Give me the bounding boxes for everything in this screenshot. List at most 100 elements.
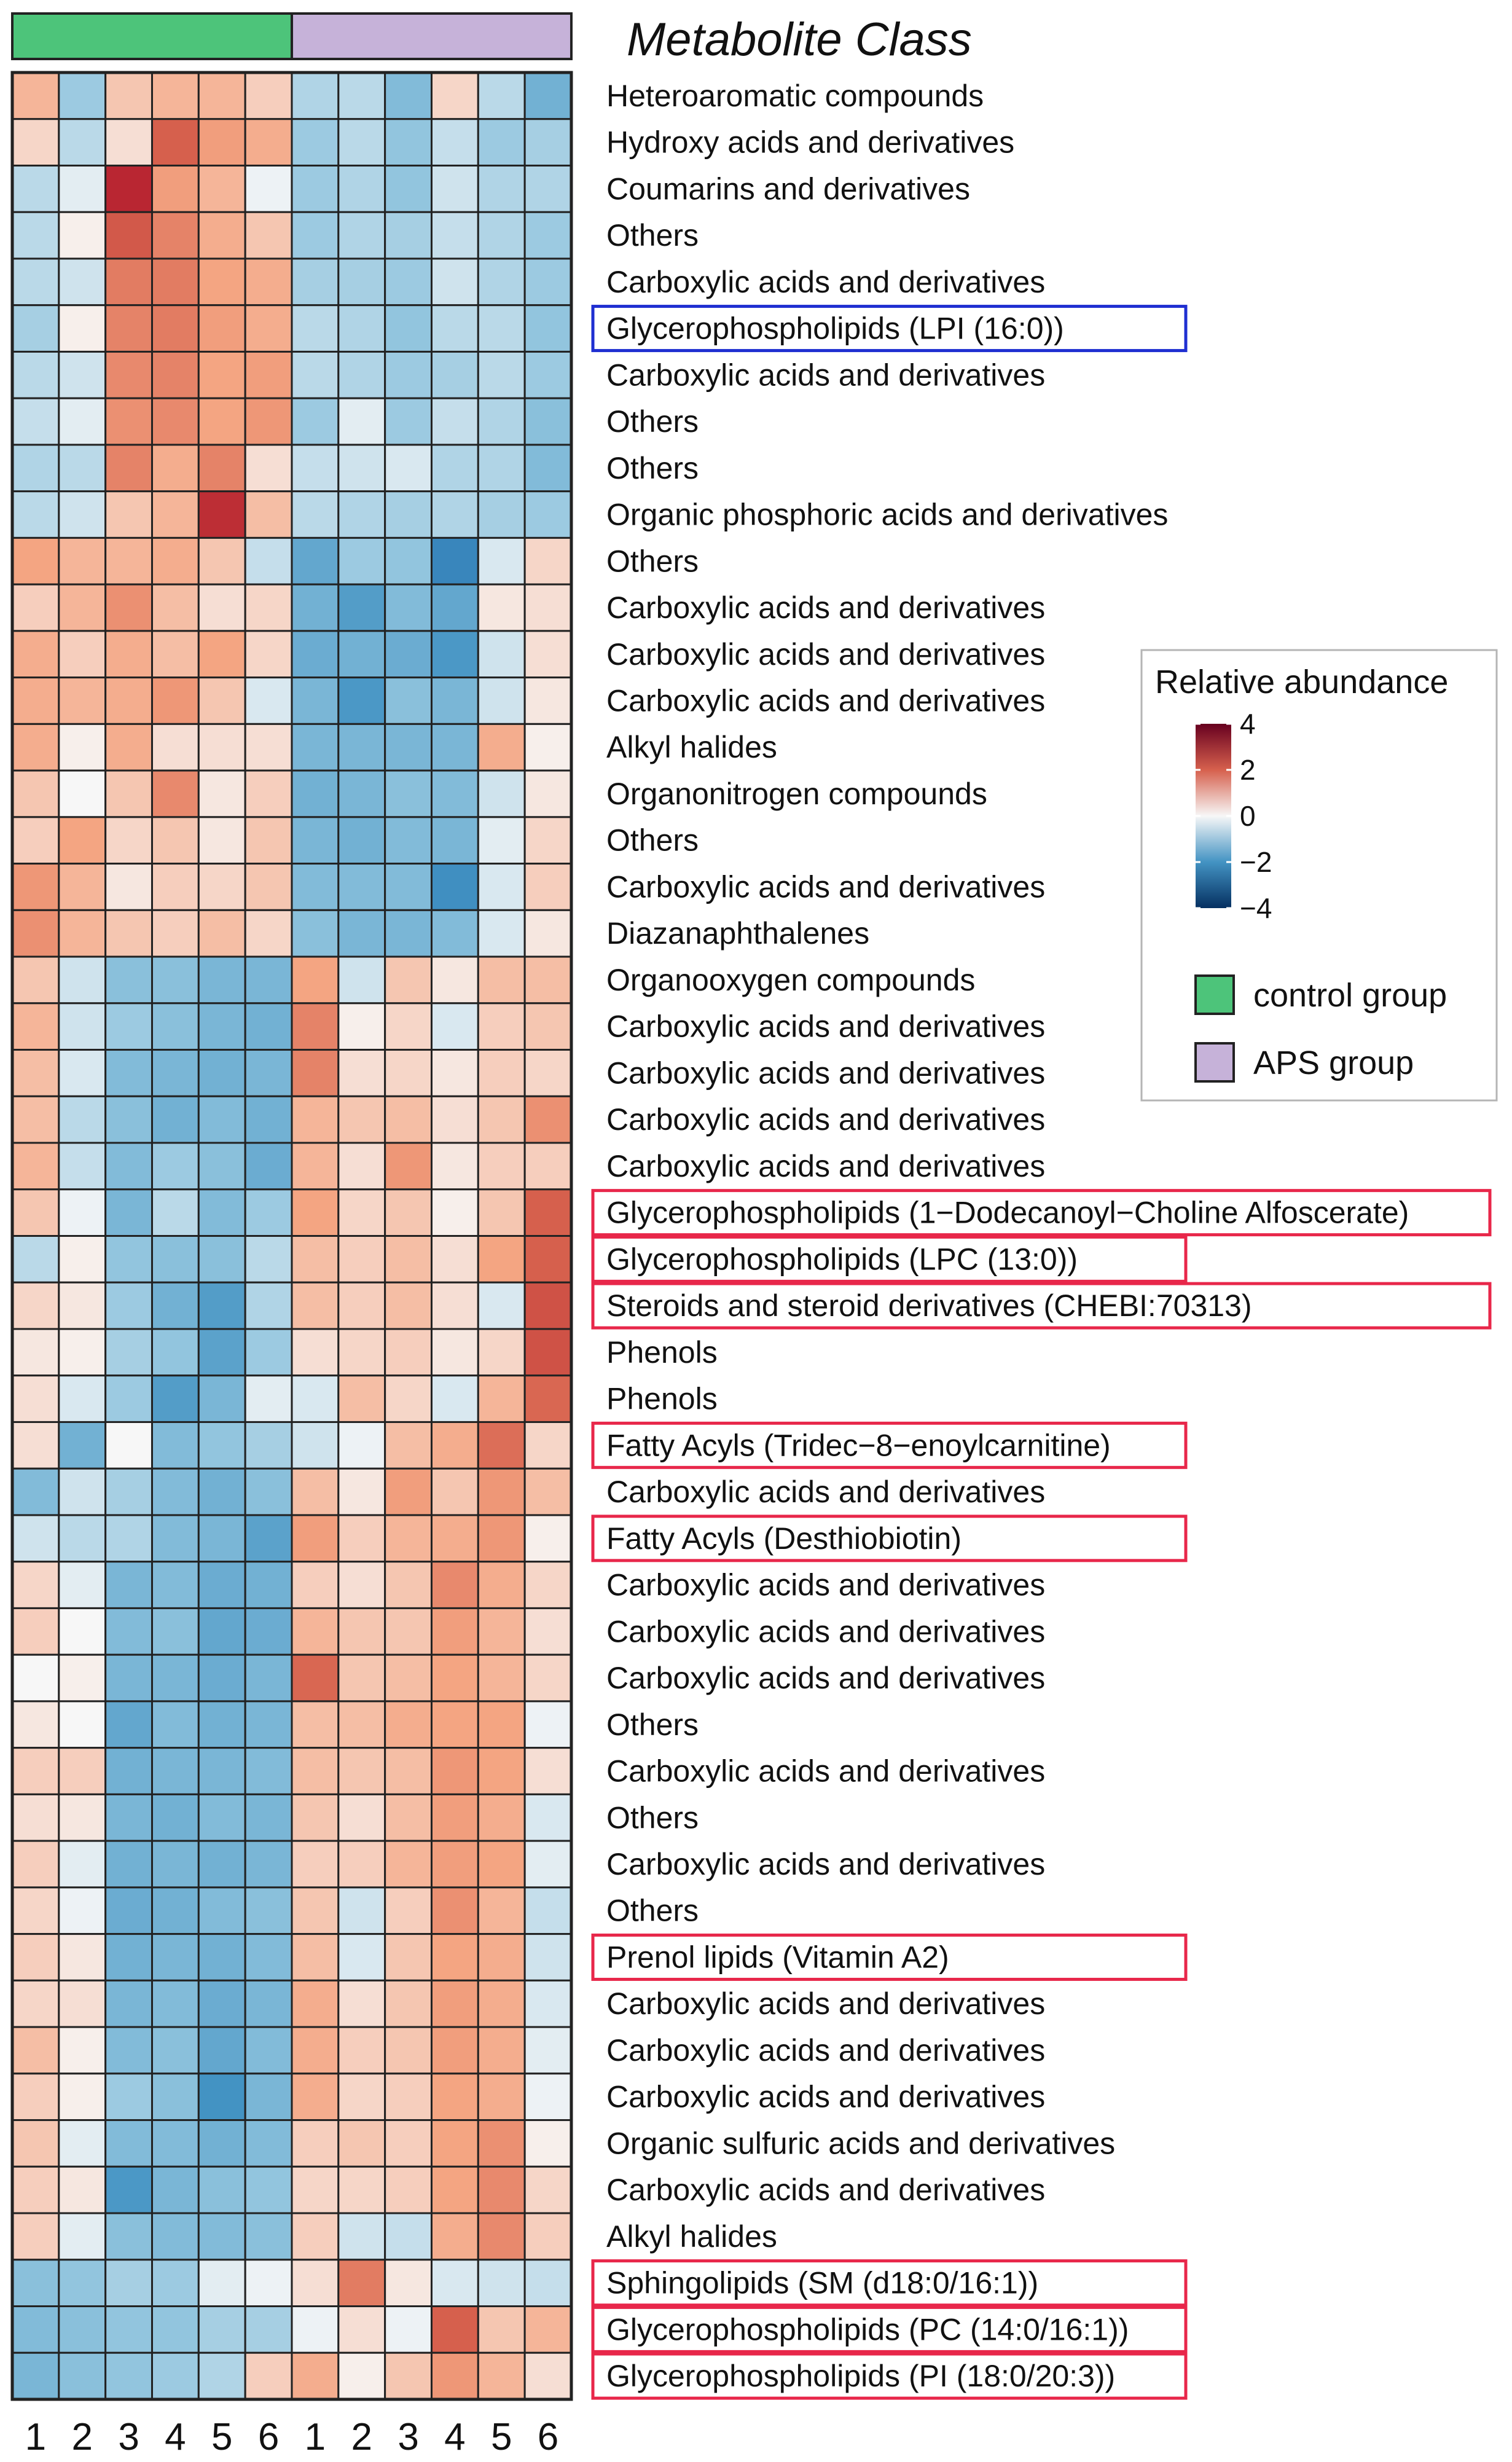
heatmap-cell <box>197 2259 246 2308</box>
row-label: Fatty Acyls (Desthiobiotin) <box>606 1521 962 1556</box>
heatmap-cell <box>337 1142 386 1191</box>
heatmap-cell <box>197 490 246 539</box>
heatmap-cell <box>337 2165 386 2214</box>
heatmap-cell <box>477 1002 526 1051</box>
heatmap-cell <box>11 1700 60 1749</box>
heatmap-cell <box>523 1793 573 1842</box>
heatmap-cell <box>384 1514 433 1563</box>
heatmap-cell <box>523 676 573 725</box>
row-label: Carboxylic acids and derivatives <box>606 869 1045 904</box>
heatmap-cell <box>523 1979 573 2028</box>
row-label: Prenol lipids (Vitamin A2) <box>606 1940 949 1974</box>
group-bar-aps <box>290 12 573 60</box>
heatmap-cell <box>337 630 386 679</box>
heatmap-cell <box>197 1607 246 1656</box>
row-label: Others <box>606 1894 699 1928</box>
heatmap-cell <box>104 2212 153 2261</box>
heatmap-cell <box>197 1095 246 1144</box>
heatmap-cell <box>430 1142 479 1191</box>
heatmap-cell <box>11 2305 60 2354</box>
heatmap-cell <box>197 1235 246 1284</box>
heatmap-cell <box>151 164 200 213</box>
heatmap-cell <box>337 863 386 911</box>
heatmap-cell <box>151 2259 200 2308</box>
heatmap-cell <box>430 816 479 865</box>
row-label: Glycerophospholipids (PC (14:0/16:1)) <box>606 2312 1129 2346</box>
heatmap-cell <box>430 1840 479 1889</box>
heatmap-cell <box>58 2072 107 2122</box>
heatmap-cell <box>291 1840 340 1889</box>
heatmap-cell <box>523 1235 573 1284</box>
heatmap-cell <box>477 630 526 679</box>
heatmap-cell <box>58 723 107 772</box>
heatmap-cell <box>11 2351 60 2401</box>
heatmap-cell <box>104 1561 153 1609</box>
heatmap-cell <box>523 350 573 399</box>
heatmap-cell <box>11 2072 60 2122</box>
heatmap-cell <box>244 2259 293 2308</box>
heatmap-cell <box>523 490 573 539</box>
heatmap-cell <box>291 1653 340 1703</box>
heatmap-cell <box>523 2212 573 2261</box>
heatmap-cell <box>523 2305 573 2354</box>
heatmap-cell <box>11 2212 60 2261</box>
heatmap-cell <box>58 211 107 260</box>
heatmap-cell <box>104 1933 153 1982</box>
heatmap-cell <box>384 1979 433 2028</box>
heatmap-cell <box>197 816 246 865</box>
heatmap-cell <box>337 1328 386 1377</box>
heatmap-cell <box>151 1979 200 2028</box>
heatmap-cell <box>523 583 573 632</box>
heatmap-cell <box>104 1281 153 1330</box>
heatmap-cell <box>384 2072 433 2122</box>
heatmap-cell <box>104 2119 153 2168</box>
heatmap-cell <box>291 676 340 725</box>
heatmap-cell <box>337 2212 386 2261</box>
heatmap-cell <box>104 304 153 353</box>
heatmap-cell <box>430 630 479 679</box>
heatmap-cell <box>244 2119 293 2168</box>
heatmap-cell <box>477 1840 526 1889</box>
row-label: Carboxylic acids and derivatives <box>606 1614 1045 1649</box>
heatmap-cell <box>430 1049 479 1097</box>
heatmap-cell <box>430 2165 479 2214</box>
heatmap-cell <box>58 2212 107 2261</box>
heatmap-cell <box>58 304 107 353</box>
heatmap-cell <box>58 909 107 958</box>
heatmap-cell <box>291 1421 340 1470</box>
heatmap-cell <box>244 955 293 1005</box>
heatmap-cell <box>337 816 386 865</box>
heatmap-cell <box>197 350 246 399</box>
heatmap-cell <box>430 397 479 446</box>
heatmap-cell <box>58 2119 107 2168</box>
heatmap-cell <box>58 257 107 307</box>
heatmap-cell <box>197 1933 246 1982</box>
heatmap-cell <box>11 211 60 260</box>
heatmap-cell <box>384 1700 433 1749</box>
heatmap-cell <box>58 1049 107 1097</box>
highlight-boxes <box>591 305 1492 2400</box>
heatmap-cell <box>384 118 433 167</box>
heatmap-cell <box>523 1328 573 1377</box>
heatmap-cell <box>291 909 340 958</box>
heatmap-cell <box>244 304 293 353</box>
heatmap-cell <box>244 118 293 167</box>
heatmap-cell <box>477 490 526 539</box>
heatmap-cell <box>291 2026 340 2075</box>
heatmap-cell <box>337 1979 386 2028</box>
heatmap-cell <box>337 1188 386 1237</box>
heatmap-cell <box>151 1467 200 1516</box>
heatmap-cell <box>104 1886 153 1935</box>
heatmap-cell <box>337 118 386 167</box>
heatmap-cell <box>384 2165 433 2214</box>
heatmap-cell <box>151 816 200 865</box>
heatmap-cell <box>244 2305 293 2354</box>
heatmap-cell <box>197 1840 246 1889</box>
heatmap-cell <box>11 1561 60 1609</box>
heatmap-cell <box>11 2259 60 2308</box>
heatmap-cell <box>11 1235 60 1284</box>
heatmap-cell <box>151 118 200 167</box>
heatmap-cell <box>337 909 386 958</box>
heatmap-cell <box>151 1002 200 1051</box>
